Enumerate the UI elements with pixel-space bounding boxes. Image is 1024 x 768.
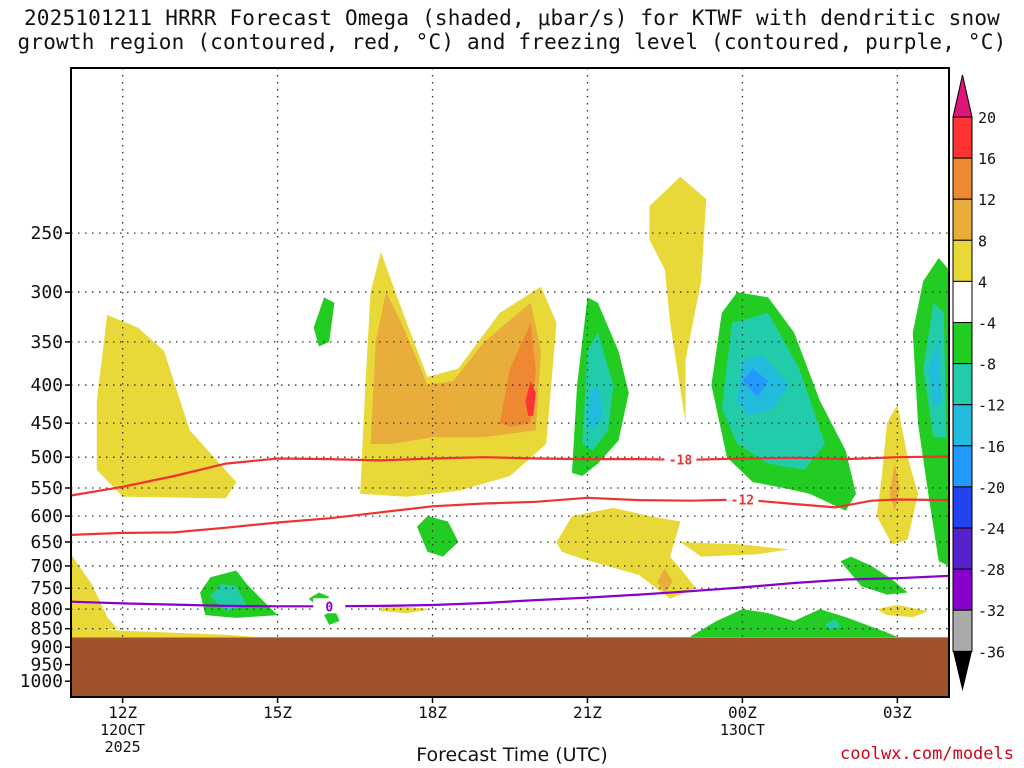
x-tick-label-15Z: 15Z (263, 703, 292, 722)
colorbar-label-4: 4 (978, 273, 987, 291)
y-tick-label-900: 900 (30, 637, 63, 658)
omega-region-ascent-20z-peak (525, 381, 536, 416)
colorbar-swatch-7 (952, 404, 973, 447)
colorbar-top-arrow (952, 74, 973, 118)
colorbar: 20 16 12 8 4 -4 -8 -12 -16 -20 -24 -28 -32 -36 (952, 74, 1005, 692)
colorbar-swatch-9 (952, 486, 973, 529)
y-tick-label-800: 800 (30, 599, 63, 620)
omega-region-descent-02z-low (840, 556, 908, 595)
colorbar-swatch-5 (952, 322, 973, 365)
colorbar-swatch-2 (952, 198, 973, 241)
colorbar-swatch-6 (952, 363, 973, 406)
y-tick-label-850: 850 (30, 619, 63, 640)
contour-line-0 (70, 455, 950, 497)
y-tick-label-1000: 1000 (20, 671, 63, 692)
y-tick-label-950: 950 (30, 655, 63, 676)
colorbar-label-10: -24 (978, 520, 1005, 538)
colorbar-swatch-11 (952, 568, 973, 611)
contour-label-1: -12 (731, 494, 754, 509)
omega-region-ascent-12z-left (71, 554, 118, 633)
colorbar-swatch-8 (952, 445, 973, 488)
y-tick-label-300: 300 (30, 282, 63, 303)
x-tick-year-12Z: 2025 (105, 738, 141, 756)
colorbar-label-3: 8 (978, 232, 987, 250)
omega-region-descent-01z-lowcore (825, 619, 841, 630)
omega-region-ascent-03z-lowspot (876, 605, 929, 618)
x-tick-label-18Z: 18Z (418, 703, 447, 722)
omega-region-ascent-18z-lowspot (380, 605, 433, 614)
x-axis-label: Forecast Time (UTC) (416, 744, 608, 766)
colorbar-swatch-12 (952, 609, 973, 652)
colorbar-swatch-4 (952, 280, 973, 323)
temperature-contours: -18 -12 0 (70, 451, 950, 615)
y-tick-label-700: 700 (30, 556, 63, 577)
omega-region-ascent-23z-tall (649, 176, 707, 424)
omega-region-ascent-18z-mod (370, 292, 541, 444)
colorbar-swatch-3 (952, 239, 973, 282)
x-tick-label-12Z: 12Z (108, 703, 137, 722)
ground-fill (71, 637, 949, 697)
colorbar-swatch-0 (952, 116, 973, 159)
colorbar-label-9: -20 (978, 479, 1005, 497)
chart-title-line2: growth region (contoured, red, °C) and f… (17, 30, 1007, 54)
omega-region-descent-00z-core (742, 368, 769, 397)
omega-region-descent-00z-low (690, 609, 898, 637)
omega-shading (71, 176, 949, 637)
colorbar-bottom-arrow (953, 651, 972, 692)
contour-label-0: -18 (669, 454, 693, 469)
colorbar-label-12: -32 (978, 602, 1005, 620)
omega-region-descent-18z-mid (417, 516, 459, 557)
contour-line-2 (70, 574, 950, 608)
omega-region-descent-16z-top (313, 297, 335, 347)
y-tick-label-250: 250 (30, 223, 63, 244)
y-tick-label-750: 750 (30, 578, 63, 599)
omega-region-ascent-12z-upper (96, 314, 237, 499)
x-tick-label-21Z: 21Z (573, 703, 602, 722)
colorbar-label-6: -8 (978, 356, 996, 374)
colorbar-label-0: 20 (978, 109, 996, 127)
y-tick-label-350: 350 (30, 332, 63, 353)
omega-region-ascent-22z-mod (657, 568, 673, 593)
omega-region-descent-13z-core (210, 583, 247, 612)
x-tick-date-12Z: 12OCT (100, 721, 145, 739)
colorbar-label-1: 16 (978, 150, 996, 168)
y-tick-label-400: 400 (30, 375, 63, 396)
contour-line-1 (70, 496, 950, 536)
contour-label-2: 0 (325, 600, 333, 615)
y-tick-label-550: 550 (30, 478, 63, 499)
y-axis: 2503003504004505005506006507007508008509… (20, 223, 71, 692)
contour-label-bg-0 (664, 451, 697, 467)
colorbar-label-5: -4 (978, 315, 996, 333)
colorbar-swatch-1 (952, 157, 973, 200)
x-tick-label-03Z: 03Z (883, 703, 912, 722)
plot-frame (70, 67, 950, 698)
colorbar-label-13: -36 (978, 643, 1005, 661)
omega-region-descent-03z-core (928, 341, 942, 409)
y-tick-label-500: 500 (30, 447, 63, 468)
credit-link[interactable]: coolwx.com/models (840, 744, 1014, 764)
colorbar-label-8: -16 (978, 438, 1005, 456)
x-tick-date-00Z: 13OCT (720, 721, 765, 739)
contour-label-bg-2 (313, 598, 346, 614)
omega-region-ascent-lowlevel-band (71, 628, 257, 637)
colorbar-label-7: -12 (978, 397, 1005, 415)
x-tick-label-00Z: 00Z (728, 703, 757, 722)
colorbar-label-11: -28 (978, 561, 1005, 579)
omega-region-descent-21z-core (587, 385, 603, 431)
y-tick-label-650: 650 (30, 532, 63, 553)
ground-layer (71, 637, 949, 697)
y-tick-label-450: 450 (30, 413, 63, 434)
omega-region-ascent-21z-low (556, 507, 696, 599)
chart-title-line1: 2025101211 HRRR Forecast Omega (shaded, … (23, 6, 1001, 30)
colorbar-label-2: 12 (978, 191, 996, 209)
colorbar-swatch-10 (952, 527, 973, 570)
contour-label-bg-1 (726, 491, 759, 507)
omega-region-ascent-21z-ext (680, 542, 789, 557)
y-tick-label-600: 600 (30, 506, 63, 527)
